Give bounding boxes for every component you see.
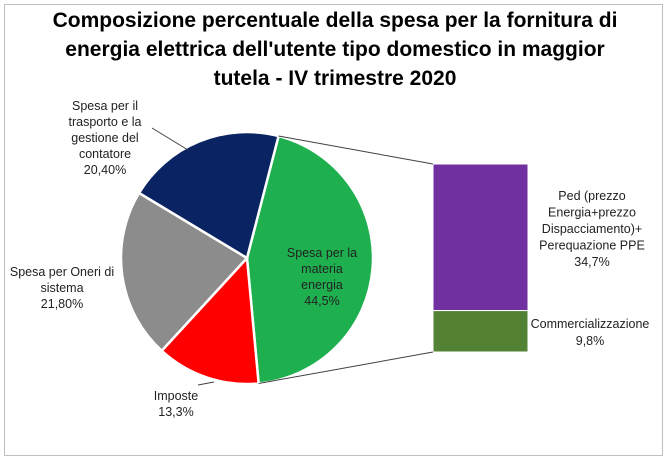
pie-label-materia-energia: Spesa per la materia energia 44,5% — [287, 246, 357, 308]
bar-segment — [432, 310, 529, 353]
pie-label-imposte: Imposte 13,3% — [154, 389, 199, 419]
leader-line-trasporto — [151, 127, 189, 151]
pie-slice — [137, 130, 281, 260]
connector-line-bottom — [258, 351, 434, 384]
pie-label-trasporto: Spesa per il trasporto e la gestione del co… — [69, 99, 142, 177]
pie-slice — [119, 191, 249, 353]
pie-label-oneri: Spesa per Oneri di sistema 21,80% — [10, 265, 114, 311]
chart-title: Composizione percentuale della spesa per… — [52, 9, 618, 90]
leader-line-imposte — [197, 381, 215, 386]
bar-label-ped: Ped (prezzo Energia+prezzo Dispacciamento)… — [539, 189, 645, 269]
pie-slice — [159, 255, 260, 386]
bar-segment — [432, 163, 529, 312]
pie-slice — [245, 134, 375, 385]
connector-line-top — [278, 135, 434, 165]
bar-label-commercializzazione: Commercializzazione 9,8% — [531, 317, 650, 348]
